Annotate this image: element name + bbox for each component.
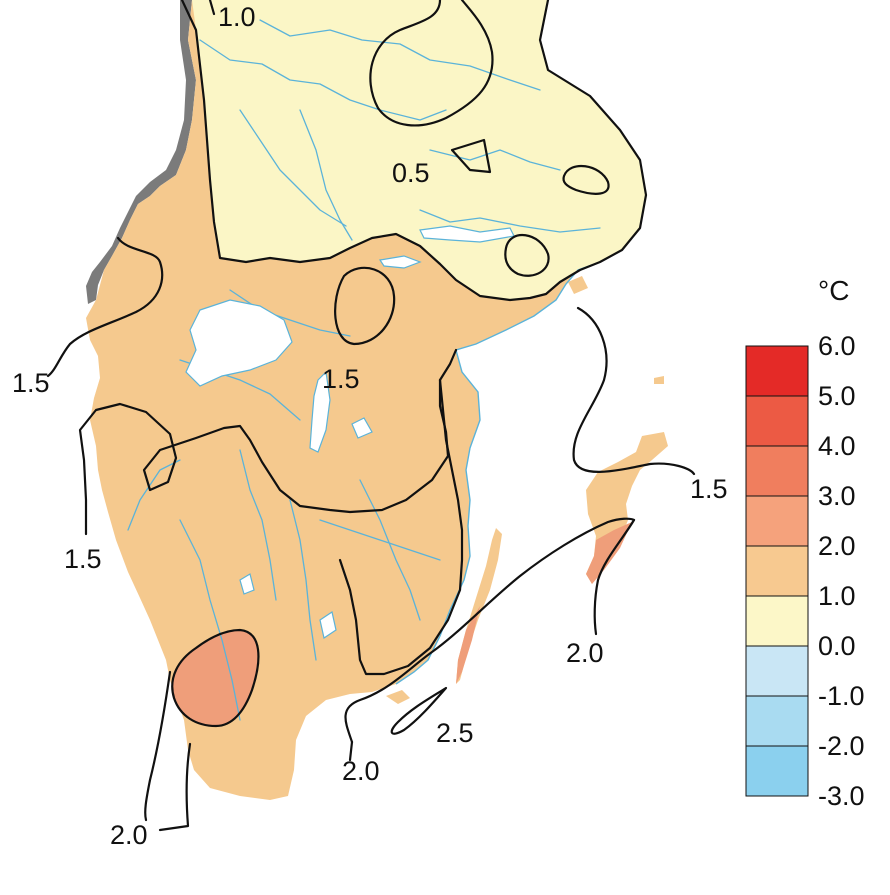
contour-label: 2.0 — [566, 638, 604, 668]
contour-label: 1.5 — [12, 368, 50, 398]
band-2-3-gotland — [586, 522, 632, 584]
legend-band — [745, 645, 809, 697]
isoline-0-5-ellipse — [562, 164, 610, 195]
contour-label: 2.0 — [342, 756, 380, 786]
legend-tick-label: -2.0 — [818, 731, 865, 761]
river — [299, 109, 353, 241]
legend-ticks: 6.0 5.0 4.0 3.0 2.0 1.0 0.0 -1.0 -2.0 -3.0 — [818, 331, 865, 811]
river — [179, 519, 241, 721]
band-0-1-north — [192, 0, 646, 300]
legend-bands — [745, 345, 809, 797]
color-legend: °C 6.0 5.0 4.0 3.0 2.0 1.0 0.0 -1.0 -2.0 -3.0 — [745, 275, 865, 811]
legend-tick-label: 3.0 — [818, 481, 856, 511]
isoline-1-5-west — [46, 236, 164, 378]
contour-label: 1.5 — [322, 364, 360, 394]
contour-label: 2.0 — [110, 820, 148, 850]
river — [239, 109, 347, 227]
lakes — [185, 225, 515, 639]
legend-band — [745, 345, 809, 397]
river — [229, 289, 351, 337]
lake-vanern — [185, 299, 293, 387]
isoline-2-0-south — [344, 517, 636, 744]
contour-label: 1.5 — [64, 544, 102, 574]
isoline-0-5-square — [450, 138, 492, 174]
river — [289, 499, 317, 661]
lake-small-2 — [239, 573, 255, 595]
lake-small-1 — [319, 611, 337, 639]
legend-band — [745, 495, 809, 547]
contour-label: 0.5 — [392, 158, 430, 188]
legend-unit: °C — [818, 275, 849, 306]
isoline-2-5 — [390, 686, 448, 735]
lake-vattern — [309, 370, 331, 453]
river — [259, 19, 541, 91]
river — [127, 459, 181, 531]
isoline-0-5 — [369, 0, 494, 127]
isoline-2-0-skane-tail — [144, 670, 172, 822]
island-small-1 — [386, 690, 410, 704]
legend-tick-label: 0.0 — [818, 631, 856, 661]
legend-band — [745, 595, 809, 647]
river — [319, 519, 441, 561]
legend-tick-label: 1.0 — [818, 581, 856, 611]
contour-label: 2.5 — [436, 718, 474, 748]
legend-tick-label: 6.0 — [818, 331, 856, 361]
rivers — [127, 19, 601, 721]
legend-tick-label: 4.0 — [818, 431, 856, 461]
isoline-1-5-middle — [78, 348, 458, 536]
legend-tick-label: -3.0 — [818, 781, 865, 811]
legend-band — [745, 445, 809, 497]
legend-band — [745, 695, 809, 747]
isoline-2-0-skane — [171, 628, 260, 728]
lake-hjalmaren — [378, 255, 422, 269]
isoline-1-5-east — [572, 306, 696, 476]
island-small-2 — [568, 276, 588, 294]
legend-band — [745, 545, 809, 597]
legend-tick-label: -1.0 — [818, 681, 865, 711]
legend-band — [745, 395, 809, 447]
isoline-2-0-gotland — [593, 518, 636, 636]
neighbor-land-norway — [86, 0, 196, 304]
isoline-2-0-skane-tail2 — [158, 742, 192, 832]
contour-label: 1.0 — [218, 2, 256, 32]
isoline-1-0 — [180, 0, 648, 302]
island-small-3 — [654, 376, 664, 384]
contour-label: 1.5 — [690, 474, 728, 504]
isoline-1-5-southeast — [338, 378, 464, 676]
legend-tick-label: 5.0 — [818, 381, 856, 411]
river — [419, 209, 601, 233]
isoline-1-0-top — [208, 0, 216, 16]
legend-tick-label: 2.0 — [818, 531, 856, 561]
isoline-1-0-ellipse — [504, 233, 550, 277]
isoline-2-0-tail — [348, 740, 354, 762]
river — [359, 479, 421, 621]
lake-small-3 — [351, 417, 373, 439]
band-2-3-oland — [456, 606, 480, 684]
river — [199, 39, 447, 121]
river — [239, 449, 277, 601]
isolines — [46, 0, 696, 832]
legend-band — [745, 745, 809, 797]
isoline-1-5-loop — [334, 266, 396, 346]
